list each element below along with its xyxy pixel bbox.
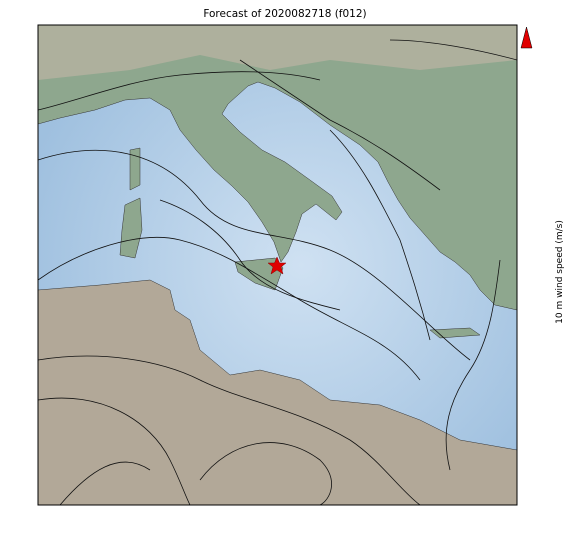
- map-area: [38, 25, 517, 505]
- colorbar-extend: [520, 26, 533, 49]
- title: Forecast of 2020082718 (f012): [203, 8, 366, 20]
- location-star: [267, 256, 287, 275]
- colorbar-label: 10 m wind speed (m/s): [555, 220, 565, 324]
